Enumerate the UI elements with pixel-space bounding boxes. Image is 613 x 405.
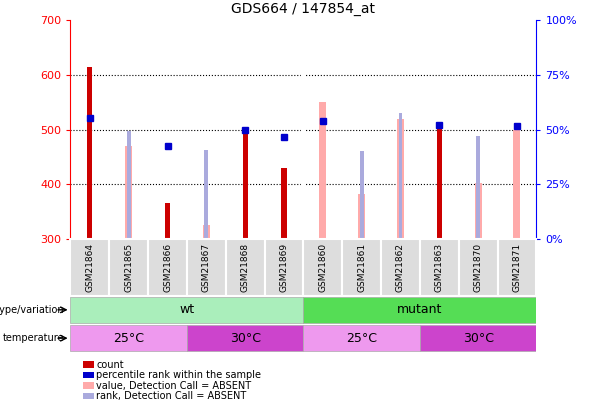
Text: GSM21864: GSM21864 [85, 243, 94, 292]
Text: GSM21865: GSM21865 [124, 243, 133, 292]
Bar [381, 239, 420, 296]
Bar [125, 146, 132, 239]
Bar [187, 239, 226, 296]
Bar [420, 239, 459, 296]
Bar [397, 119, 404, 239]
Text: 25°C: 25°C [113, 332, 144, 345]
Bar [226, 239, 265, 296]
Bar [205, 150, 208, 239]
Bar [243, 132, 248, 239]
Bar [70, 326, 187, 351]
Bar [360, 151, 364, 239]
Bar [459, 239, 498, 296]
Bar [203, 225, 210, 239]
Bar [342, 239, 381, 296]
Text: GSM21861: GSM21861 [357, 243, 366, 292]
Text: 30°C: 30°C [463, 332, 493, 345]
Bar [303, 297, 536, 322]
Text: rank, Detection Call = ABSENT: rank, Detection Call = ABSENT [96, 391, 246, 401]
Text: genotype/variation: genotype/variation [0, 305, 64, 315]
Text: count: count [96, 360, 124, 369]
Bar [319, 102, 326, 239]
Bar [498, 239, 536, 296]
Text: percentile rank within the sample: percentile rank within the sample [96, 370, 261, 380]
Text: 25°C: 25°C [346, 332, 377, 345]
Bar [148, 239, 187, 296]
Bar [476, 136, 480, 239]
Bar [303, 326, 420, 351]
Text: GSM21867: GSM21867 [202, 243, 211, 292]
Text: temperature: temperature [3, 333, 64, 343]
Bar [265, 239, 303, 296]
Text: GSM21860: GSM21860 [318, 243, 327, 292]
Bar [358, 194, 365, 239]
Text: 30°C: 30°C [230, 332, 261, 345]
Bar [70, 297, 303, 322]
Text: GSM21868: GSM21868 [241, 243, 249, 292]
Bar [127, 131, 131, 239]
Text: GSM21870: GSM21870 [474, 243, 482, 292]
Title: GDS664 / 147854_at: GDS664 / 147854_at [232, 2, 375, 17]
Bar [88, 67, 93, 239]
Text: value, Detection Call = ABSENT: value, Detection Call = ABSENT [96, 381, 251, 390]
Bar [514, 130, 520, 239]
Text: GSM21863: GSM21863 [435, 243, 444, 292]
Text: GSM21866: GSM21866 [163, 243, 172, 292]
Bar [165, 203, 170, 239]
Text: GSM21862: GSM21862 [396, 243, 405, 292]
Text: GSM21869: GSM21869 [280, 243, 289, 292]
Bar [437, 127, 442, 239]
Text: mutant: mutant [397, 303, 443, 316]
Bar [420, 326, 536, 351]
Bar [187, 326, 303, 351]
Bar [281, 168, 286, 239]
Text: GSM21871: GSM21871 [512, 243, 522, 292]
Bar [398, 113, 402, 239]
Bar [474, 183, 482, 239]
Bar [109, 239, 148, 296]
Bar [70, 239, 109, 296]
Bar [303, 239, 342, 296]
Text: wt: wt [180, 303, 194, 316]
